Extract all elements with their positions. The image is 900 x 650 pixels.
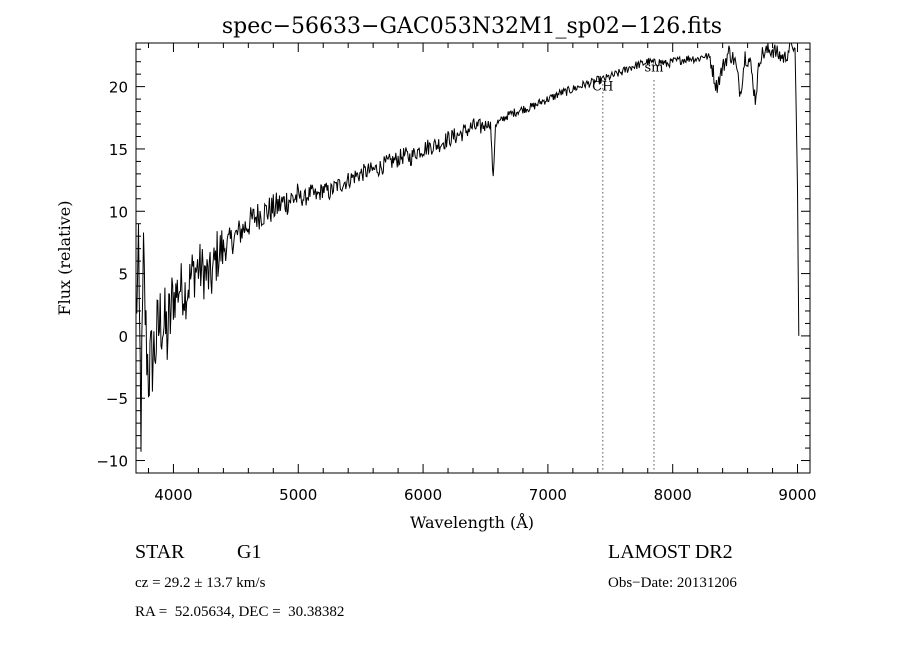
- x-tick-label: 6000: [404, 486, 442, 504]
- object-type: STAR: [135, 541, 185, 563]
- y-axis-label: Flux (relative): [55, 201, 74, 316]
- y-tick-label: 10: [109, 203, 128, 221]
- survey-name: LAMOST DR2: [608, 541, 733, 563]
- spectrum-line: [135, 42, 800, 452]
- x-tick-label: 4000: [154, 486, 192, 504]
- subclass: G1: [237, 541, 262, 563]
- x-tick-label: 7000: [529, 486, 567, 504]
- x-tick-label: 8000: [654, 486, 692, 504]
- x-tick-labels: 4000 5000 6000 7000 8000 9000: [154, 486, 816, 504]
- y-tick-label: −5: [106, 390, 128, 408]
- y-tick-label: 5: [118, 266, 128, 284]
- x-axis-label: Wavelength (Å): [410, 512, 534, 532]
- chart-title: spec−56633−GAC053N32M1_sp02−126.fits: [222, 14, 722, 39]
- coordinates: RA = 52.05634, DEC = 30.38382: [135, 604, 345, 620]
- y-tick-labels: −10 −5 0 5 10 15 20: [96, 79, 128, 471]
- annotation-label: CH: [592, 79, 613, 94]
- y-tick-label: 0: [118, 328, 128, 346]
- x-tick-label: 5000: [279, 486, 317, 504]
- y-tick-label: −10: [96, 453, 128, 471]
- plot-frame: [135, 42, 811, 474]
- redshift-cz: cz = 29.2 ± 13.7 km/s: [135, 575, 266, 591]
- axis-ticks: [136, 43, 810, 473]
- y-tick-label: 15: [109, 141, 128, 159]
- x-tick-label: 9000: [778, 486, 816, 504]
- y-tick-label: 20: [109, 79, 128, 97]
- obs-date: Obs−Date: 20131206: [608, 575, 737, 591]
